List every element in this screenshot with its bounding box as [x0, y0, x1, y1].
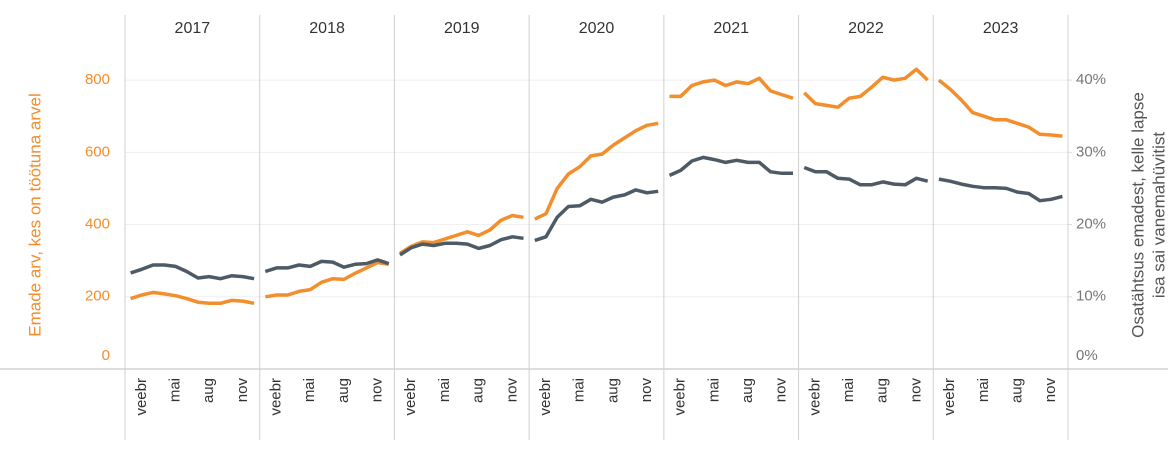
facet-header: 2022 [848, 20, 884, 37]
facet-header: 2019 [444, 20, 480, 37]
x-tick-label: nov [503, 378, 520, 403]
x-tick-label: mai [840, 378, 857, 402]
line [937, 78, 1063, 138]
facet-header: 2018 [309, 20, 345, 37]
line [265, 260, 390, 299]
line [668, 155, 793, 177]
line [399, 235, 524, 257]
y-axis-title: Emade arv, kes on töötuna arvel [25, 93, 44, 337]
x-tick-label: veebr [672, 378, 689, 416]
facet-header: 2021 [713, 20, 749, 37]
x-tick-label: nov [234, 378, 251, 403]
y2-tick-label: 30% [1076, 143, 1106, 160]
y2-tick-label: 10% [1076, 288, 1106, 305]
x-tick-label: mai [301, 378, 318, 402]
x-tick-label: aug [739, 378, 756, 403]
x-tick-label: nov [638, 378, 655, 403]
x-tick-label: aug [335, 378, 352, 403]
facet-header: 2020 [579, 20, 615, 37]
x-tick-label: mai [436, 378, 453, 402]
y-tick-label: 200 [85, 288, 110, 305]
x-tick-label: nov [369, 378, 386, 403]
line [534, 188, 659, 243]
line [130, 263, 255, 281]
y-tick-label: 0 [102, 347, 110, 364]
x-tick-label: veebr [537, 378, 554, 416]
x-tick-label: nov [907, 378, 924, 403]
x-tick-label: mai [705, 378, 722, 402]
facet-header: 2023 [983, 20, 1019, 37]
line [803, 165, 929, 187]
x-tick-label: nov [1042, 378, 1059, 403]
line [938, 177, 1063, 203]
y2-axis-title: isa sai vanemahüvitist [1149, 132, 1168, 299]
y-tick-label: 400 [85, 216, 110, 233]
x-tick-label: mai [166, 378, 183, 402]
line [399, 213, 524, 255]
facet-header: 2017 [175, 20, 211, 37]
x-tick-label: veebr [806, 378, 823, 416]
x-tick-label: veebr [268, 378, 285, 416]
y2-tick-label: 20% [1076, 216, 1106, 233]
y2-tick-label: 0% [1076, 347, 1098, 364]
line [264, 258, 390, 274]
x-tick-label: mai [975, 378, 992, 402]
x-tick-label: aug [200, 378, 217, 403]
x-tick-label: veebr [133, 378, 150, 416]
x-tick-label: veebr [941, 378, 958, 416]
x-tick-label: aug [874, 378, 891, 403]
x-tick-label: aug [1008, 378, 1025, 403]
y-tick-label: 800 [85, 71, 110, 88]
line [802, 67, 929, 109]
y2-axis-title: Osatähtsus emadest, kelle lapse [1128, 92, 1147, 338]
x-tick-label: mai [571, 378, 588, 402]
y-tick-label: 600 [85, 143, 110, 160]
x-tick-label: aug [470, 378, 487, 403]
line [669, 76, 794, 100]
x-tick-label: nov [773, 378, 790, 403]
y2-tick-label: 40% [1076, 71, 1106, 88]
x-tick-label: aug [604, 378, 621, 403]
line [534, 121, 659, 221]
x-tick-label: veebr [402, 378, 419, 416]
line [130, 290, 255, 306]
